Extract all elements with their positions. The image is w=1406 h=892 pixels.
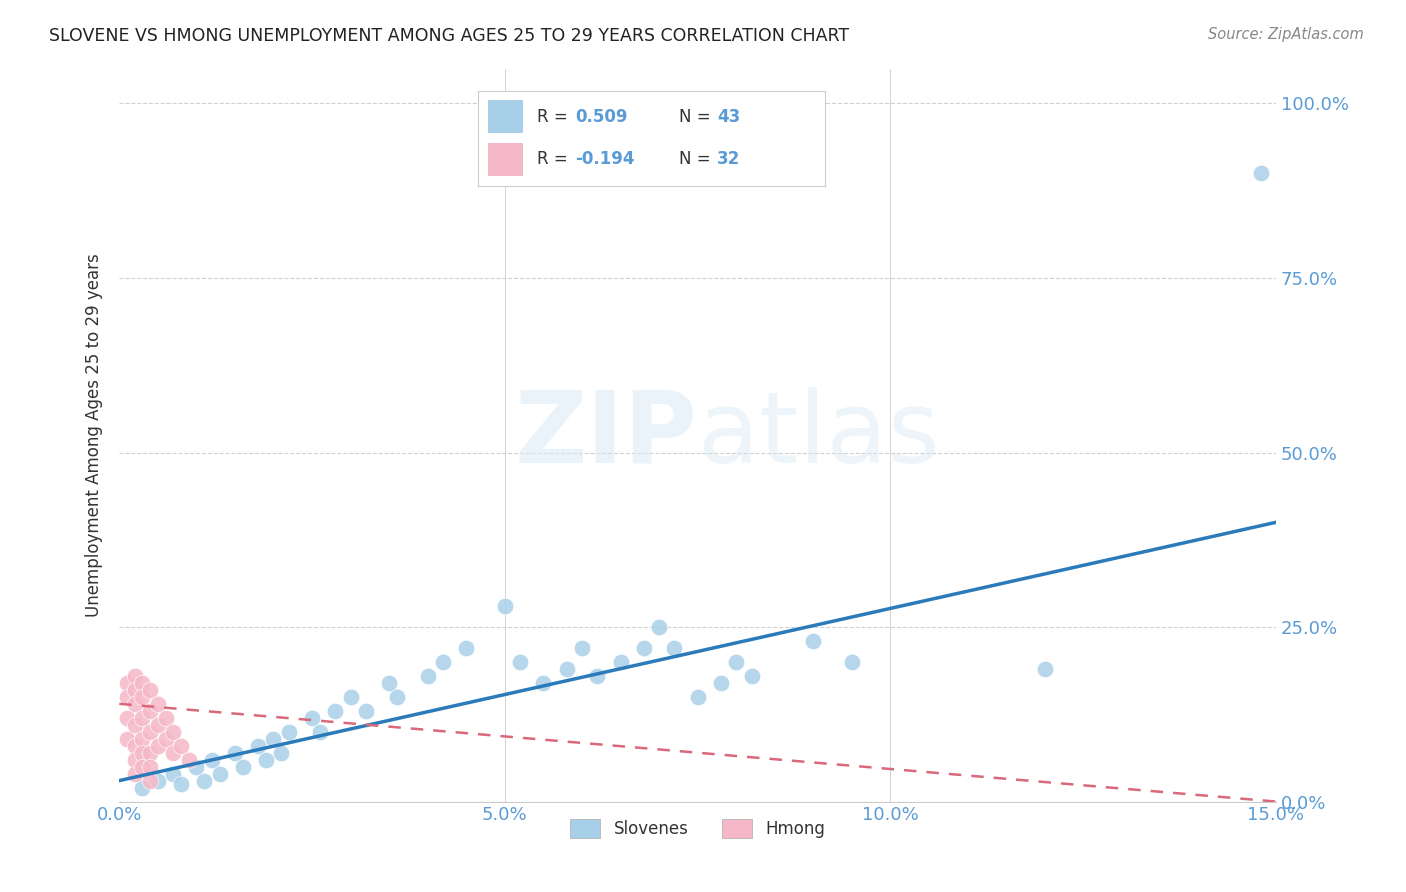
Point	[301, 711, 323, 725]
Point	[155, 711, 177, 725]
Point	[686, 690, 709, 704]
Point	[139, 746, 162, 760]
Text: SLOVENE VS HMONG UNEMPLOYMENT AMONG AGES 25 TO 29 YEARS CORRELATION CHART: SLOVENE VS HMONG UNEMPLOYMENT AMONG AGES…	[49, 27, 849, 45]
Point	[232, 759, 254, 773]
Point	[378, 676, 401, 690]
Point	[801, 634, 824, 648]
Point	[146, 697, 169, 711]
Point	[277, 724, 299, 739]
Point	[308, 724, 330, 739]
Point	[339, 690, 361, 704]
Point	[131, 731, 153, 746]
Point	[555, 662, 578, 676]
Point	[162, 746, 184, 760]
Point	[139, 773, 162, 788]
Point	[115, 711, 138, 725]
Point	[648, 620, 671, 634]
Point	[494, 599, 516, 613]
Point	[177, 753, 200, 767]
Point	[710, 676, 733, 690]
Point	[139, 759, 162, 773]
Point	[115, 676, 138, 690]
Point	[725, 655, 748, 669]
Point	[131, 759, 153, 773]
Y-axis label: Unemployment Among Ages 25 to 29 years: Unemployment Among Ages 25 to 29 years	[86, 253, 103, 617]
Point	[139, 682, 162, 697]
Point	[131, 711, 153, 725]
Point	[416, 669, 439, 683]
Point	[131, 746, 153, 760]
Point	[741, 669, 763, 683]
Point	[509, 655, 531, 669]
Point	[571, 640, 593, 655]
Point	[170, 777, 193, 791]
Point	[208, 766, 231, 780]
Point	[131, 780, 153, 795]
Point	[124, 739, 146, 753]
Text: ZIP: ZIP	[515, 386, 697, 483]
Point	[131, 690, 153, 704]
Point	[124, 766, 146, 780]
Point	[609, 655, 631, 669]
Point	[633, 640, 655, 655]
Point	[193, 773, 215, 788]
Point	[456, 640, 478, 655]
Point	[162, 724, 184, 739]
Point	[155, 731, 177, 746]
Point	[162, 766, 184, 780]
Point	[146, 773, 169, 788]
Point	[664, 640, 686, 655]
Point	[124, 682, 146, 697]
Point	[323, 704, 346, 718]
Point	[224, 746, 246, 760]
Point	[385, 690, 408, 704]
Point	[146, 739, 169, 753]
Point	[146, 718, 169, 732]
Point	[254, 753, 277, 767]
Point	[432, 655, 454, 669]
Point	[139, 704, 162, 718]
Point	[263, 731, 285, 746]
Point	[124, 718, 146, 732]
Point	[170, 739, 193, 753]
Point	[139, 724, 162, 739]
Point	[115, 731, 138, 746]
Point	[531, 676, 554, 690]
Point	[247, 739, 270, 753]
Point	[270, 746, 292, 760]
Point	[131, 676, 153, 690]
Point	[115, 690, 138, 704]
Point	[586, 669, 609, 683]
Point	[354, 704, 377, 718]
Point	[186, 759, 208, 773]
Point	[201, 753, 224, 767]
Text: atlas: atlas	[697, 386, 939, 483]
Point	[124, 697, 146, 711]
Point	[1033, 662, 1056, 676]
Point	[841, 655, 863, 669]
Point	[1250, 166, 1272, 180]
Legend: Slovenes, Hmong: Slovenes, Hmong	[564, 812, 832, 845]
Point	[124, 669, 146, 683]
Point	[124, 753, 146, 767]
Text: Source: ZipAtlas.com: Source: ZipAtlas.com	[1208, 27, 1364, 42]
